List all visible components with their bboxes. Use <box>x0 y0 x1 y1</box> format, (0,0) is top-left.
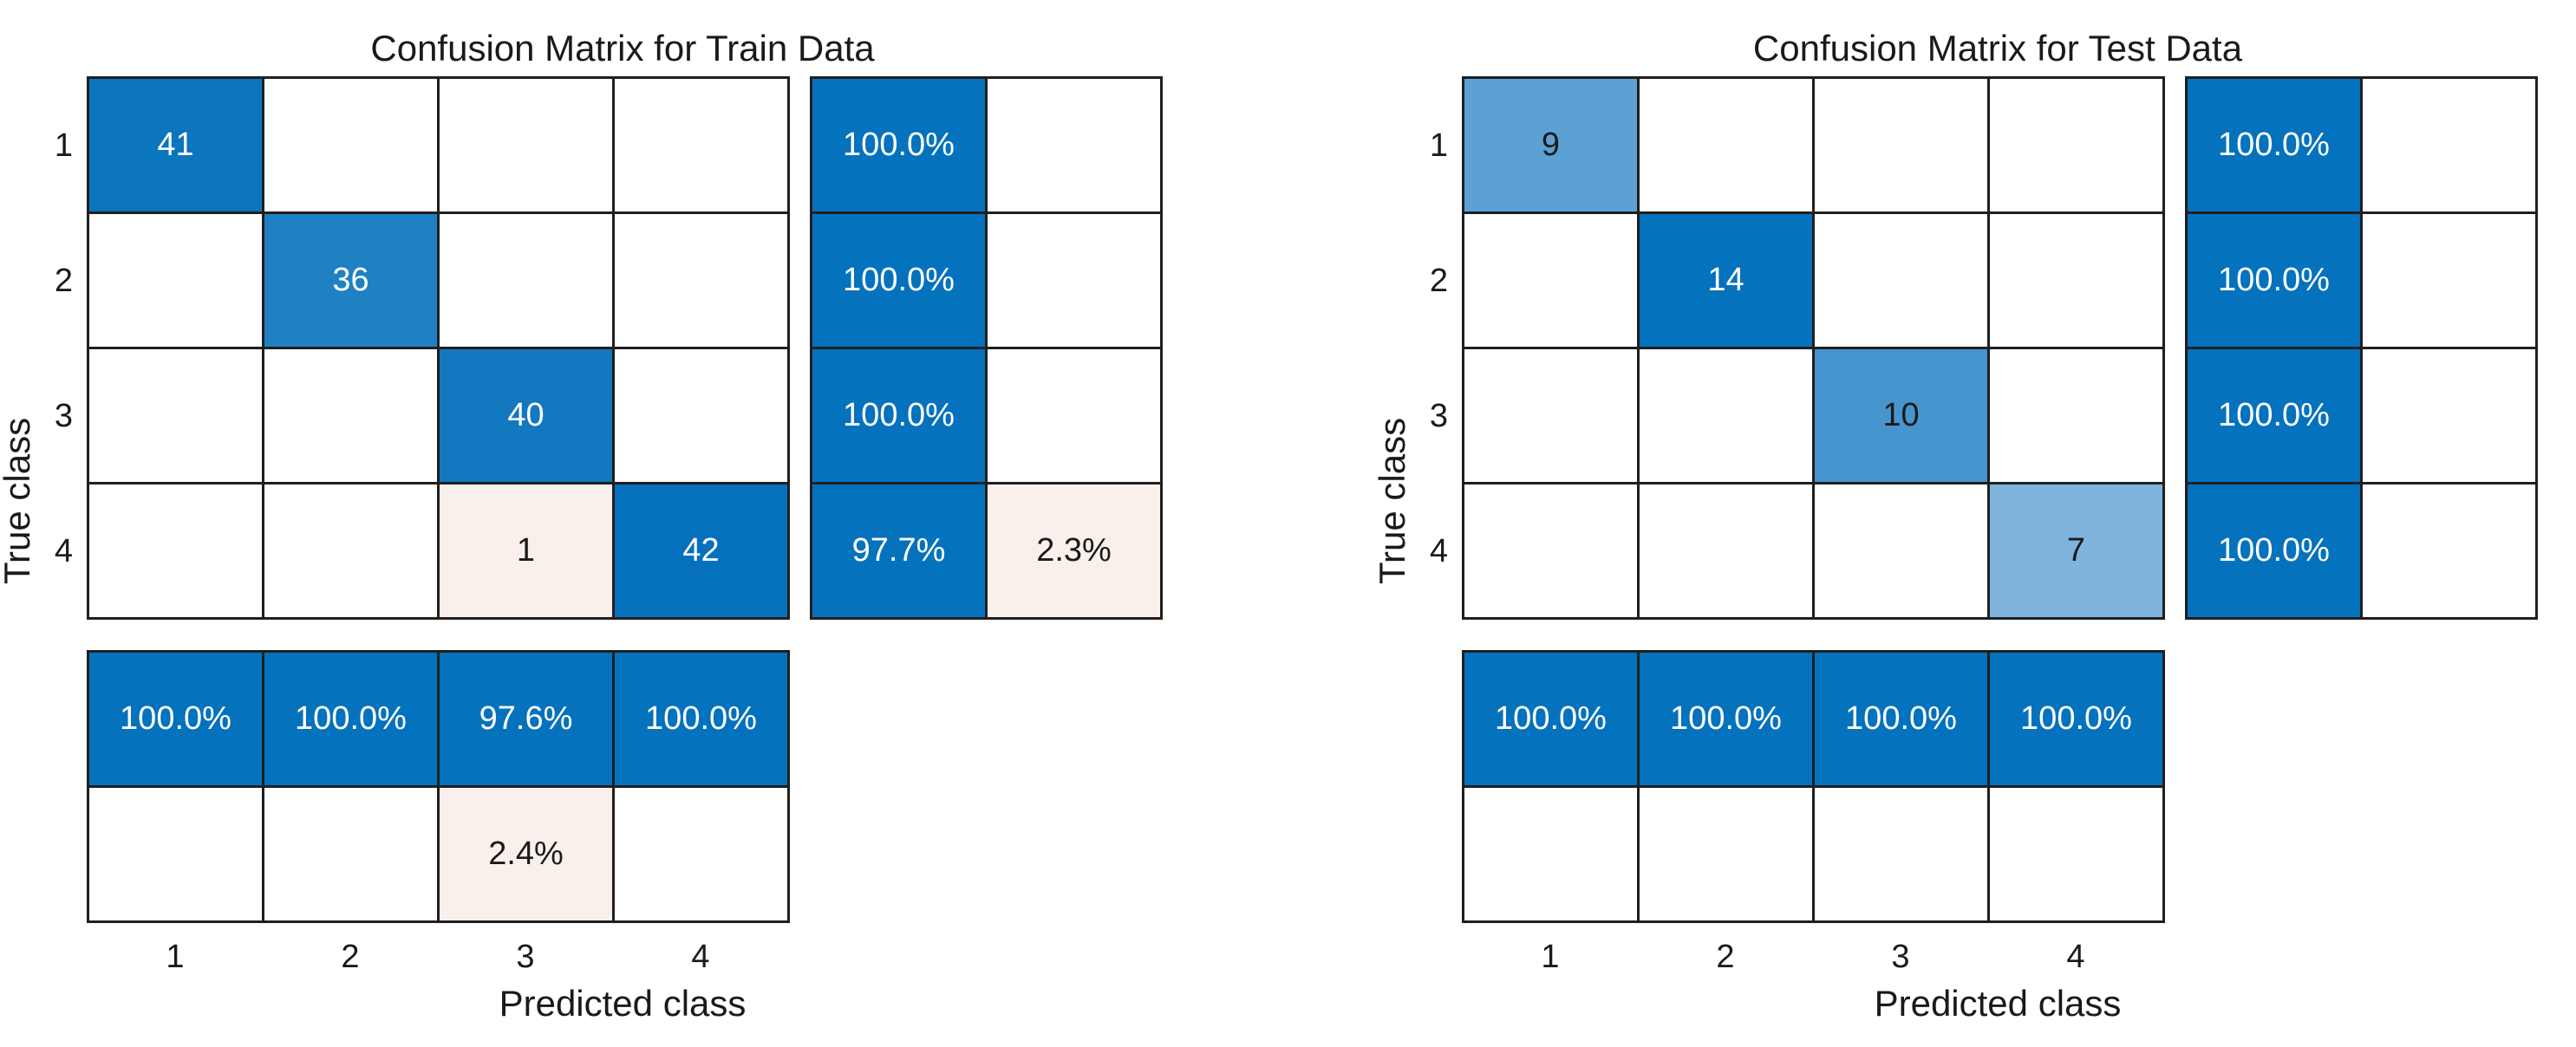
x-tick-label: 3 <box>516 939 535 975</box>
matrix-cell <box>1464 214 1637 347</box>
row-summary-cell <box>2363 349 2535 482</box>
matrix-cell <box>1990 79 2162 211</box>
row-summary-cell <box>988 214 1160 347</box>
matrix-cell: 42 <box>615 484 787 617</box>
matrix-cell <box>615 79 787 211</box>
matrix-cell: 7 <box>1990 484 2162 617</box>
matrix-cell <box>1990 214 2162 347</box>
train-confusion-chart: Confusion Matrix for Train Data True cla… <box>0 0 1214 1047</box>
column-summary-cell <box>89 788 262 920</box>
row-summary-cell: 100.0% <box>2188 79 2360 211</box>
column-summary-cell <box>1990 788 2162 920</box>
column-summary-cell: 2.4% <box>440 788 612 920</box>
column-summary-cell <box>615 788 787 920</box>
matrix-cell: 41 <box>89 79 262 211</box>
column-summary-grid: 100.0% 100.0% 97.6% 100.0% 2.4% <box>87 650 790 923</box>
chart-title: Confusion Matrix for Train Data <box>370 28 875 68</box>
row-summary-cell: 100.0% <box>812 214 985 347</box>
x-tick-label: 2 <box>1716 939 1735 975</box>
matrix-cell <box>1640 79 1812 211</box>
x-axis-label: Predicted class <box>1874 983 2122 1024</box>
row-summary-cell: 97.7% <box>812 484 985 617</box>
y-tick-label: 4 <box>54 533 73 569</box>
row-summary-cell: 2.3% <box>988 484 1160 617</box>
column-summary-grid: 100.0% 100.0% 100.0% 100.0% <box>1462 650 2165 923</box>
matrix-cell <box>440 79 612 211</box>
matrix-cell <box>1640 484 1812 617</box>
matrix-cell <box>1464 484 1637 617</box>
row-summary-grid: 100.0% 100.0% 100.0% 97.7% 2.3% <box>810 76 1163 620</box>
row-summary-cell <box>2363 79 2535 211</box>
y-tick-label: 1 <box>54 127 73 164</box>
matrix-cell: 9 <box>1464 79 1637 211</box>
test-confusion-chart: Confusion Matrix for Test Data True clas… <box>1372 0 2576 1047</box>
x-tick-label: 3 <box>1891 939 1910 975</box>
matrix-cell: 14 <box>1640 214 1812 347</box>
row-summary-cell <box>988 349 1160 482</box>
row-summary-grid: 100.0% 100.0% 100.0% 100.0% <box>2185 76 2538 620</box>
x-axis-label: Predicted class <box>499 983 747 1024</box>
matrix-cell <box>264 484 437 617</box>
column-summary-cell <box>264 788 437 920</box>
x-tick-label: 2 <box>341 939 360 975</box>
y-tick-label: 3 <box>54 398 73 434</box>
column-summary-cell <box>1464 788 1637 920</box>
column-summary-cell <box>1815 788 1987 920</box>
y-axis-label: True class <box>1372 417 1412 585</box>
column-summary-cell: 100.0% <box>1815 653 1987 785</box>
column-summary-cell: 100.0% <box>1464 653 1637 785</box>
matrix-cell <box>440 214 612 347</box>
matrix-cell <box>1815 79 1987 211</box>
y-tick-label: 2 <box>54 263 73 299</box>
row-summary-cell <box>988 79 1160 211</box>
matrix-cell: 40 <box>440 349 612 482</box>
matrix-cell <box>264 79 437 211</box>
matrix-cell <box>89 349 262 482</box>
row-summary-cell: 100.0% <box>2188 349 2360 482</box>
matrix-cell <box>89 484 262 617</box>
column-summary-cell: 100.0% <box>264 653 437 785</box>
y-tick-label: 2 <box>1429 263 1448 299</box>
matrix-cell <box>89 214 262 347</box>
y-tick-label: 3 <box>1429 398 1448 434</box>
matrix-cell <box>1815 484 1987 617</box>
row-summary-cell: 100.0% <box>2188 484 2360 617</box>
y-tick-label: 1 <box>1429 127 1448 164</box>
x-tick-label: 4 <box>691 939 710 975</box>
column-summary-cell: 100.0% <box>615 653 787 785</box>
row-summary-cell <box>2363 484 2535 617</box>
confusion-matrix-grid: 41 36 40 1 42 <box>87 76 790 620</box>
y-tick-label: 4 <box>1429 533 1448 569</box>
matrix-cell <box>615 349 787 482</box>
matrix-cell: 10 <box>1815 349 1987 482</box>
matrix-cell <box>1464 349 1637 482</box>
chart-title: Confusion Matrix for Test Data <box>1752 28 2243 68</box>
x-tick-label: 1 <box>1541 939 1560 975</box>
matrix-cell <box>1990 349 2162 482</box>
confusion-matrix-grid: 9 14 10 7 <box>1462 76 2165 620</box>
column-summary-cell: 100.0% <box>1640 653 1812 785</box>
matrix-cell <box>1815 214 1987 347</box>
column-summary-cell: 97.6% <box>440 653 612 785</box>
matrix-cell <box>615 214 787 347</box>
x-tick-label: 4 <box>2066 939 2085 975</box>
matrix-cell: 1 <box>440 484 612 617</box>
matrix-cell <box>264 349 437 482</box>
row-summary-cell: 100.0% <box>2188 214 2360 347</box>
row-summary-cell <box>2363 214 2535 347</box>
column-summary-cell: 100.0% <box>1990 653 2162 785</box>
row-summary-cell: 100.0% <box>812 79 985 211</box>
column-summary-cell: 100.0% <box>89 653 262 785</box>
matrix-cell: 36 <box>264 214 437 347</box>
matrix-cell <box>1640 349 1812 482</box>
x-tick-label: 1 <box>166 939 185 975</box>
row-summary-cell: 100.0% <box>812 349 985 482</box>
column-summary-cell <box>1640 788 1812 920</box>
y-axis-label: True class <box>0 417 37 585</box>
